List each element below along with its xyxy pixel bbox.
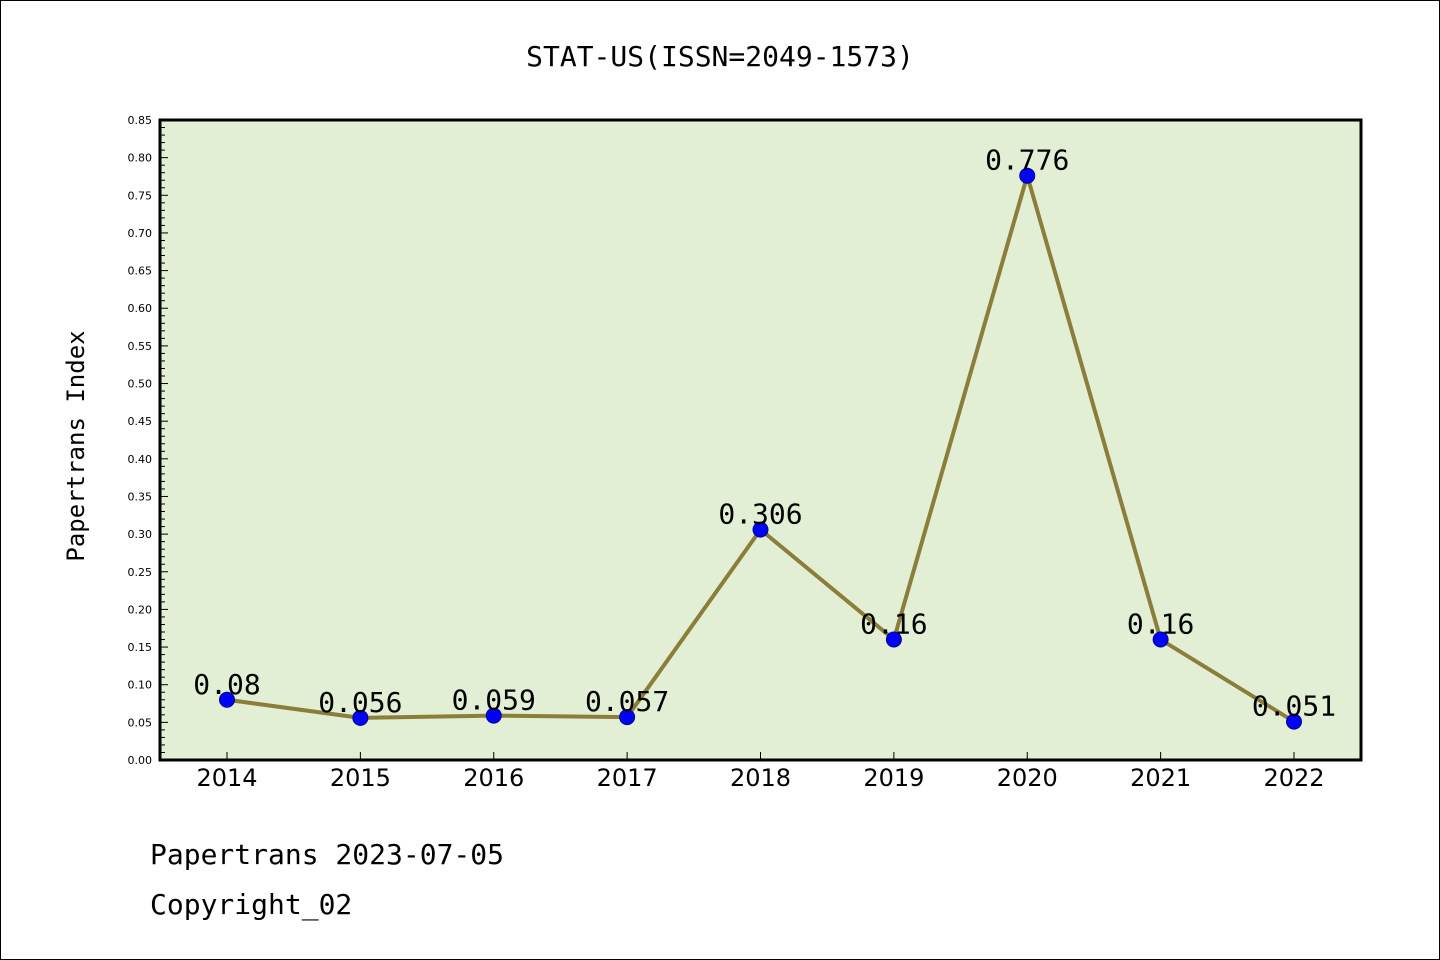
y-tick-label: 0.00 [128, 754, 153, 767]
data-label: 0.051 [1252, 690, 1336, 723]
x-tick-label: 2019 [863, 764, 924, 792]
y-tick-label: 0.15 [128, 641, 153, 654]
data-label: 0.16 [860, 608, 927, 641]
y-tick-label: 0.45 [128, 415, 153, 428]
x-tick-label: 2016 [463, 764, 524, 792]
y-tick-label: 0.85 [128, 114, 153, 127]
y-tick-label: 0.30 [128, 528, 153, 541]
data-point [752, 521, 769, 538]
data-point [1019, 167, 1036, 184]
y-tick-label: 0.65 [128, 265, 153, 278]
y-tick-label: 0.10 [128, 679, 153, 692]
data-label: 0.059 [452, 684, 536, 717]
data-point [1286, 713, 1302, 730]
x-tick-label: 2018 [730, 764, 791, 792]
data-label: 0.057 [585, 685, 669, 718]
data-point [1152, 631, 1169, 648]
data-point [619, 709, 636, 726]
x-tick-label: 2015 [330, 764, 391, 792]
plot-area [158, 118, 1363, 762]
y-tick-label: 0.70 [128, 227, 153, 240]
y-tick-label: 0.55 [128, 340, 153, 353]
x-tick-label: 2014 [196, 764, 257, 792]
y-tick-label: 0.75 [128, 189, 153, 202]
y-tick-label: 0.50 [128, 378, 153, 391]
footer-date-text: Papertrans 2023-07-05 [150, 838, 504, 871]
y-tick-label: 0.60 [128, 302, 153, 315]
y-axis-label: Papertrans Index [62, 330, 90, 561]
data-series: 0.08 0.056 0.059 0.057 0.306 0.16 0.776 0.16 0.0… [193, 144, 1336, 730]
y-tick-label: 0.40 [128, 453, 153, 466]
x-tick-label: 2021 [1130, 764, 1191, 792]
data-point [352, 709, 369, 726]
y-tick-label: 0.80 [128, 152, 153, 165]
y-tick-label: 0.05 [128, 716, 153, 729]
y-tick-label: 0.35 [128, 490, 153, 503]
data-point [485, 707, 502, 724]
data-label: 0.056 [318, 686, 402, 719]
data-label: 0.776 [985, 144, 1069, 177]
x-tick-label: 2017 [597, 764, 658, 792]
y-axis-ticks: 0.00 0.05 0.10 0.15 0.20 0.25 0.30 0.35 0.40 0.45… [128, 114, 168, 767]
data-label: 0.306 [718, 498, 802, 531]
x-tick-label: 2020 [997, 764, 1058, 792]
data-label: 0.16 [1127, 608, 1194, 641]
chart-title: STAT-US(ISSN=2049-1573) [526, 40, 914, 73]
data-label: 0.08 [193, 668, 260, 701]
footer-copyright-text: Copyright_02 [150, 888, 352, 922]
x-axis-ticks: 2014 2015 2016 2017 2018 2019 2020 2021 2022 [196, 752, 1325, 792]
data-point [885, 631, 902, 648]
y-tick-label: 0.20 [128, 603, 153, 616]
x-tick-label: 2022 [1263, 764, 1324, 792]
y-tick-label: 0.25 [128, 566, 153, 579]
data-point [219, 691, 235, 708]
